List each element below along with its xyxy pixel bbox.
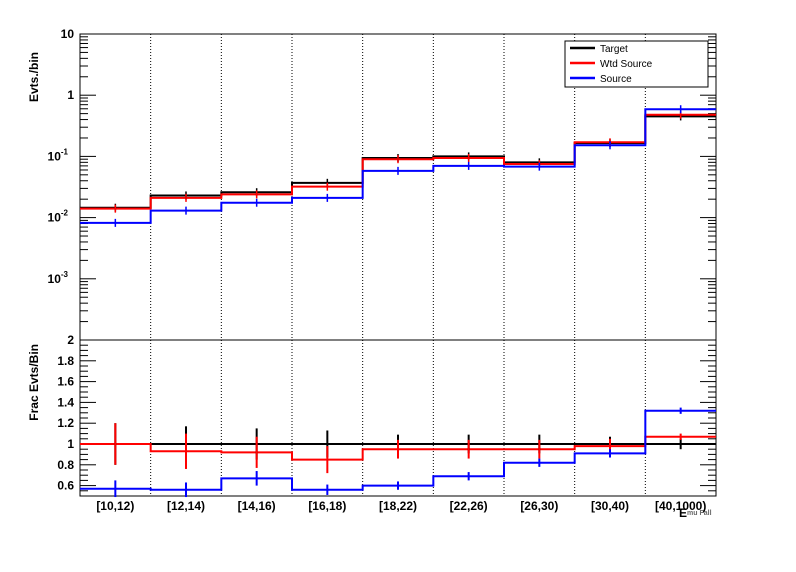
bottom-panel: 0.6 0.8 1 1.2 1.4 1.6 1.8 2 Frac Evts/Bin [10,12)… <box>27 333 717 520</box>
bottom-y-tick-label: 1.4 <box>57 395 74 409</box>
top-y-tick-label: 10-1 <box>48 147 69 163</box>
top-y-tick-label: 10-3 <box>48 270 69 286</box>
x-tick-label: [26,30) <box>520 499 558 513</box>
bottom-y-tick-label: 0.6 <box>57 479 74 493</box>
legend-label: Source <box>600 74 632 85</box>
top-y-axis-label: Evts./bin <box>27 52 41 102</box>
x-tick-label: [22,26) <box>450 499 488 513</box>
top-series-source <box>80 108 716 224</box>
x-tick-label: [16,18) <box>308 499 346 513</box>
x-tick-label: [30,40) <box>591 499 629 513</box>
bottom-y-tick-label: 1 <box>67 437 74 451</box>
x-tick-label: [40,1000) <box>655 499 706 513</box>
top-y-tick-label: 1 <box>67 88 74 102</box>
bottom-y-tick-label: 2 <box>67 333 74 347</box>
bottom-y-tick-label: 1.6 <box>57 375 74 389</box>
x-tick-label: [10,12) <box>96 499 134 513</box>
legend-label: Wtd Source <box>600 59 653 70</box>
bottom-y-axis-label: Frac Evts/Bin <box>27 344 41 421</box>
x-axis-label: Emu Fall <box>679 506 712 520</box>
bottom-y-tick-label: 1.8 <box>57 354 74 368</box>
top-panel: 10-3 10-2 10-1 1 10 Evts./bin Target Wtd Source… <box>27 27 717 341</box>
top-y-tick-label: 10-2 <box>48 209 69 225</box>
x-tick-label: [14,16) <box>238 499 276 513</box>
bottom-y-tick-label: 1.2 <box>57 416 74 430</box>
x-tick-label: [18,22) <box>379 499 417 513</box>
bottom-y-tick-label: 0.8 <box>57 458 74 472</box>
x-tick-label: [12,14) <box>167 499 205 513</box>
bottom-plot-frame <box>79 339 717 497</box>
legend-label: Target <box>600 44 628 55</box>
top-y-tick-label: 10 <box>61 27 75 41</box>
